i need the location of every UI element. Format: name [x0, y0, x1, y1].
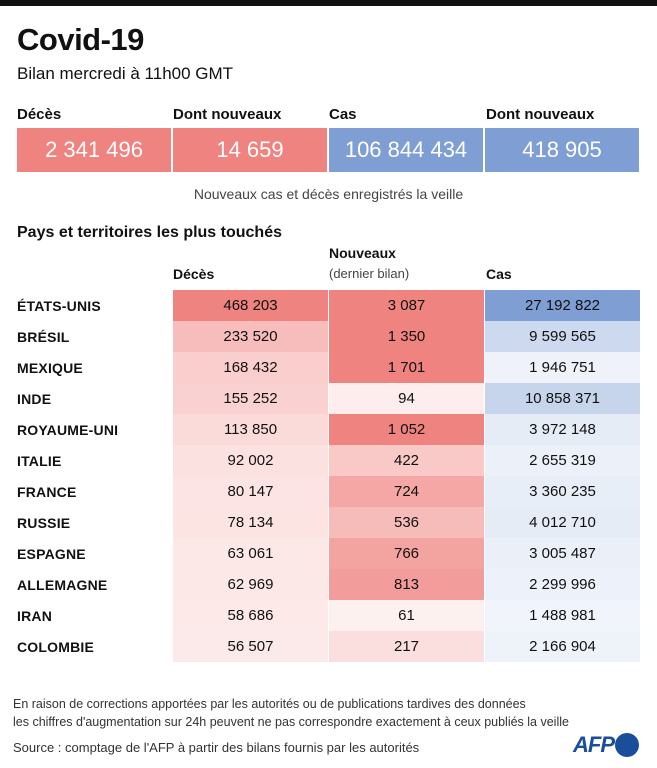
cell-cas: 10 858 371: [485, 383, 640, 414]
table-row: FRANCE 80 147 724 3 360 235: [0, 476, 657, 507]
country-label: ALLEMAGNE: [17, 577, 108, 593]
summary-label-cases: Cas: [329, 106, 357, 123]
cell-deces: 56 507: [173, 631, 328, 662]
cell-nouveaux: 217: [329, 631, 484, 662]
country-label: INDE: [17, 391, 52, 407]
cell-nouveaux: 61: [329, 600, 484, 631]
cell-deces: 468 203: [173, 290, 328, 321]
cell-deces: 233 520: [173, 321, 328, 352]
table-row: COLOMBIE 56 507 217 2 166 904: [0, 631, 657, 662]
cell-deces: 58 686: [173, 600, 328, 631]
summary-value-new-cases: 418 905: [485, 128, 639, 172]
cell-nouveaux: 1 350: [329, 321, 484, 352]
table-row: INDE 155 252 94 10 858 371: [0, 383, 657, 414]
afp-logo-dot: [615, 733, 639, 757]
section-title: Pays et territoires les plus touchés: [17, 224, 282, 241]
table-row: ALLEMAGNE 62 969 813 2 299 996: [0, 569, 657, 600]
cell-cas: 27 192 822: [485, 290, 640, 321]
summary-value-new-deaths: 14 659: [173, 128, 327, 172]
cell-nouveaux: 724: [329, 476, 484, 507]
column-header-new: Nouveaux: [329, 245, 396, 261]
source: Source : comptage de l'AFP à partir des …: [13, 740, 420, 755]
cell-nouveaux: 766: [329, 538, 484, 569]
cell-nouveaux: 536: [329, 507, 484, 538]
cell-nouveaux: 1 701: [329, 352, 484, 383]
summary-value-deaths: 2 341 496: [17, 128, 171, 172]
table-row: ITALIE 92 002 422 2 655 319: [0, 445, 657, 476]
cell-nouveaux: 3 087: [329, 290, 484, 321]
country-label: BRÉSIL: [17, 329, 70, 345]
country-label: ROYAUME-UNI: [17, 422, 119, 438]
afp-logo: AFP: [573, 732, 639, 758]
country-label: ITALIE: [17, 453, 62, 469]
country-label: COLOMBIE: [17, 639, 95, 655]
column-header-deaths: Décès: [173, 266, 215, 282]
top-rule: [0, 0, 657, 6]
table-row: ESPAGNE 63 061 766 3 005 487: [0, 538, 657, 569]
cell-cas: 2 299 996: [485, 569, 640, 600]
table-row: BRÉSIL 233 520 1 350 9 599 565: [0, 321, 657, 352]
country-label: ESPAGNE: [17, 546, 86, 562]
cell-deces: 62 969: [173, 569, 328, 600]
table-row: ROYAUME-UNI 113 850 1 052 3 972 148: [0, 414, 657, 445]
summary-note: Nouveaux cas et décès enregistrés la vei…: [193, 186, 464, 202]
cell-nouveaux: 1 052: [329, 414, 484, 445]
summary-value-cases: 106 844 434: [329, 128, 483, 172]
cell-cas: 3 360 235: [485, 476, 640, 507]
table-row: ÉTATS-UNIS 468 203 3 087 27 192 822: [0, 290, 657, 321]
cell-cas: 2 655 319: [485, 445, 640, 476]
cell-nouveaux: 422: [329, 445, 484, 476]
cell-cas: 4 012 710: [485, 507, 640, 538]
cell-deces: 113 850: [173, 414, 328, 445]
country-label: ÉTATS-UNIS: [17, 298, 101, 314]
subtitle: Bilan mercredi à 11h00 GMT: [17, 64, 234, 83]
table-row: MEXIQUE 168 432 1 701 1 946 751: [0, 352, 657, 383]
cell-cas: 2 166 904: [485, 631, 640, 662]
country-label: MEXIQUE: [17, 360, 83, 376]
summary-label-new-cases: Dont nouveaux: [486, 106, 595, 123]
column-header-cases: Cas: [486, 266, 512, 282]
cell-cas: 9 599 565: [485, 321, 640, 352]
table-row: IRAN 58 686 61 1 488 981: [0, 600, 657, 631]
summary-label-deaths: Décès: [17, 106, 62, 123]
cell-deces: 168 432: [173, 352, 328, 383]
page-title: Covid-19: [17, 22, 144, 57]
cell-deces: 80 147: [173, 476, 328, 507]
cell-cas: 3 005 487: [485, 538, 640, 569]
country-label: RUSSIE: [17, 515, 71, 531]
cell-cas: 3 972 148: [485, 414, 640, 445]
afp-logo-text: AFP: [573, 732, 615, 757]
cell-deces: 92 002: [173, 445, 328, 476]
cell-nouveaux: 94: [329, 383, 484, 414]
cell-cas: 1 488 981: [485, 600, 640, 631]
cell-cas: 1 946 751: [485, 352, 640, 383]
table-row: RUSSIE 78 134 536 4 012 710: [0, 507, 657, 538]
footnote-line-1: En raison de corrections apportées par l…: [13, 697, 526, 711]
cell-deces: 63 061: [173, 538, 328, 569]
cell-nouveaux: 813: [329, 569, 484, 600]
cell-deces: 155 252: [173, 383, 328, 414]
country-label: FRANCE: [17, 484, 77, 500]
column-subheader-new: (dernier bilan): [329, 266, 410, 281]
country-label: IRAN: [17, 608, 53, 624]
cell-deces: 78 134: [173, 507, 328, 538]
summary-label-new-deaths: Dont nouveaux: [173, 106, 282, 123]
footnote-line-2: les chiffres d'augmentation sur 24h peuv…: [13, 715, 569, 729]
